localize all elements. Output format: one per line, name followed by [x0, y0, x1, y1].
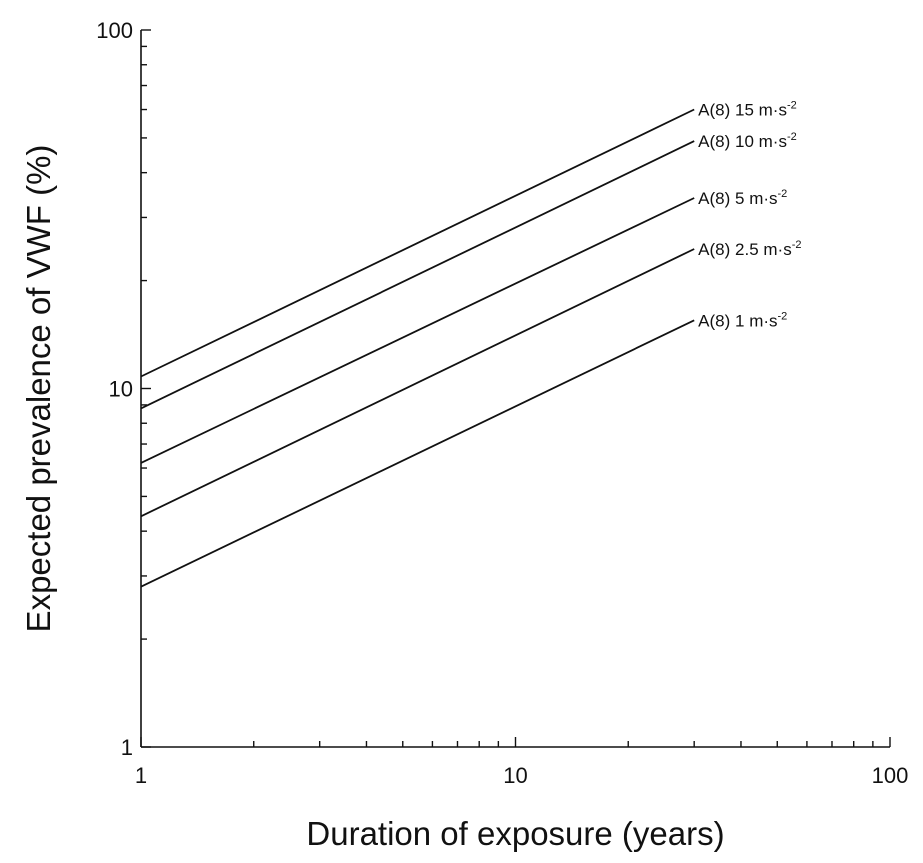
- series-line: [140, 108, 695, 378]
- y-tick-label: 1: [121, 735, 133, 760]
- x-tick-label: 1: [135, 763, 147, 788]
- y-tick-label: 10: [109, 377, 133, 402]
- x-axis-title: Duration of exposure (years): [306, 815, 724, 852]
- series-label: A(8) 1 m·s-2: [698, 310, 787, 330]
- y-tick-label: 100: [96, 18, 133, 43]
- series-label: A(8) 5 m·s-2: [698, 188, 787, 208]
- series-labels: A(8) 15 m·s-2 A(8) 10 m·s-2 A(8) 5 m·s-2 A(…: [698, 100, 801, 331]
- series-label: A(8) 2.5 m·s-2: [698, 239, 801, 259]
- y-axis-title: Expected prevalence of VWF (%): [20, 145, 57, 633]
- axis-ticks: [140, 29, 891, 748]
- series-label: A(8) 10 m·s-2: [698, 131, 797, 151]
- series-line: [140, 197, 695, 464]
- x-tick-label: 100: [872, 763, 909, 788]
- axis-tick-labels: 1 10 100 1 10 100: [96, 18, 908, 788]
- x-tick-label: 10: [503, 763, 527, 788]
- series-line: [140, 140, 695, 410]
- series-line: [140, 248, 695, 518]
- series-label: A(8) 15 m·s-2: [698, 100, 797, 120]
- series-lines: [140, 108, 695, 588]
- series-line: [140, 319, 695, 588]
